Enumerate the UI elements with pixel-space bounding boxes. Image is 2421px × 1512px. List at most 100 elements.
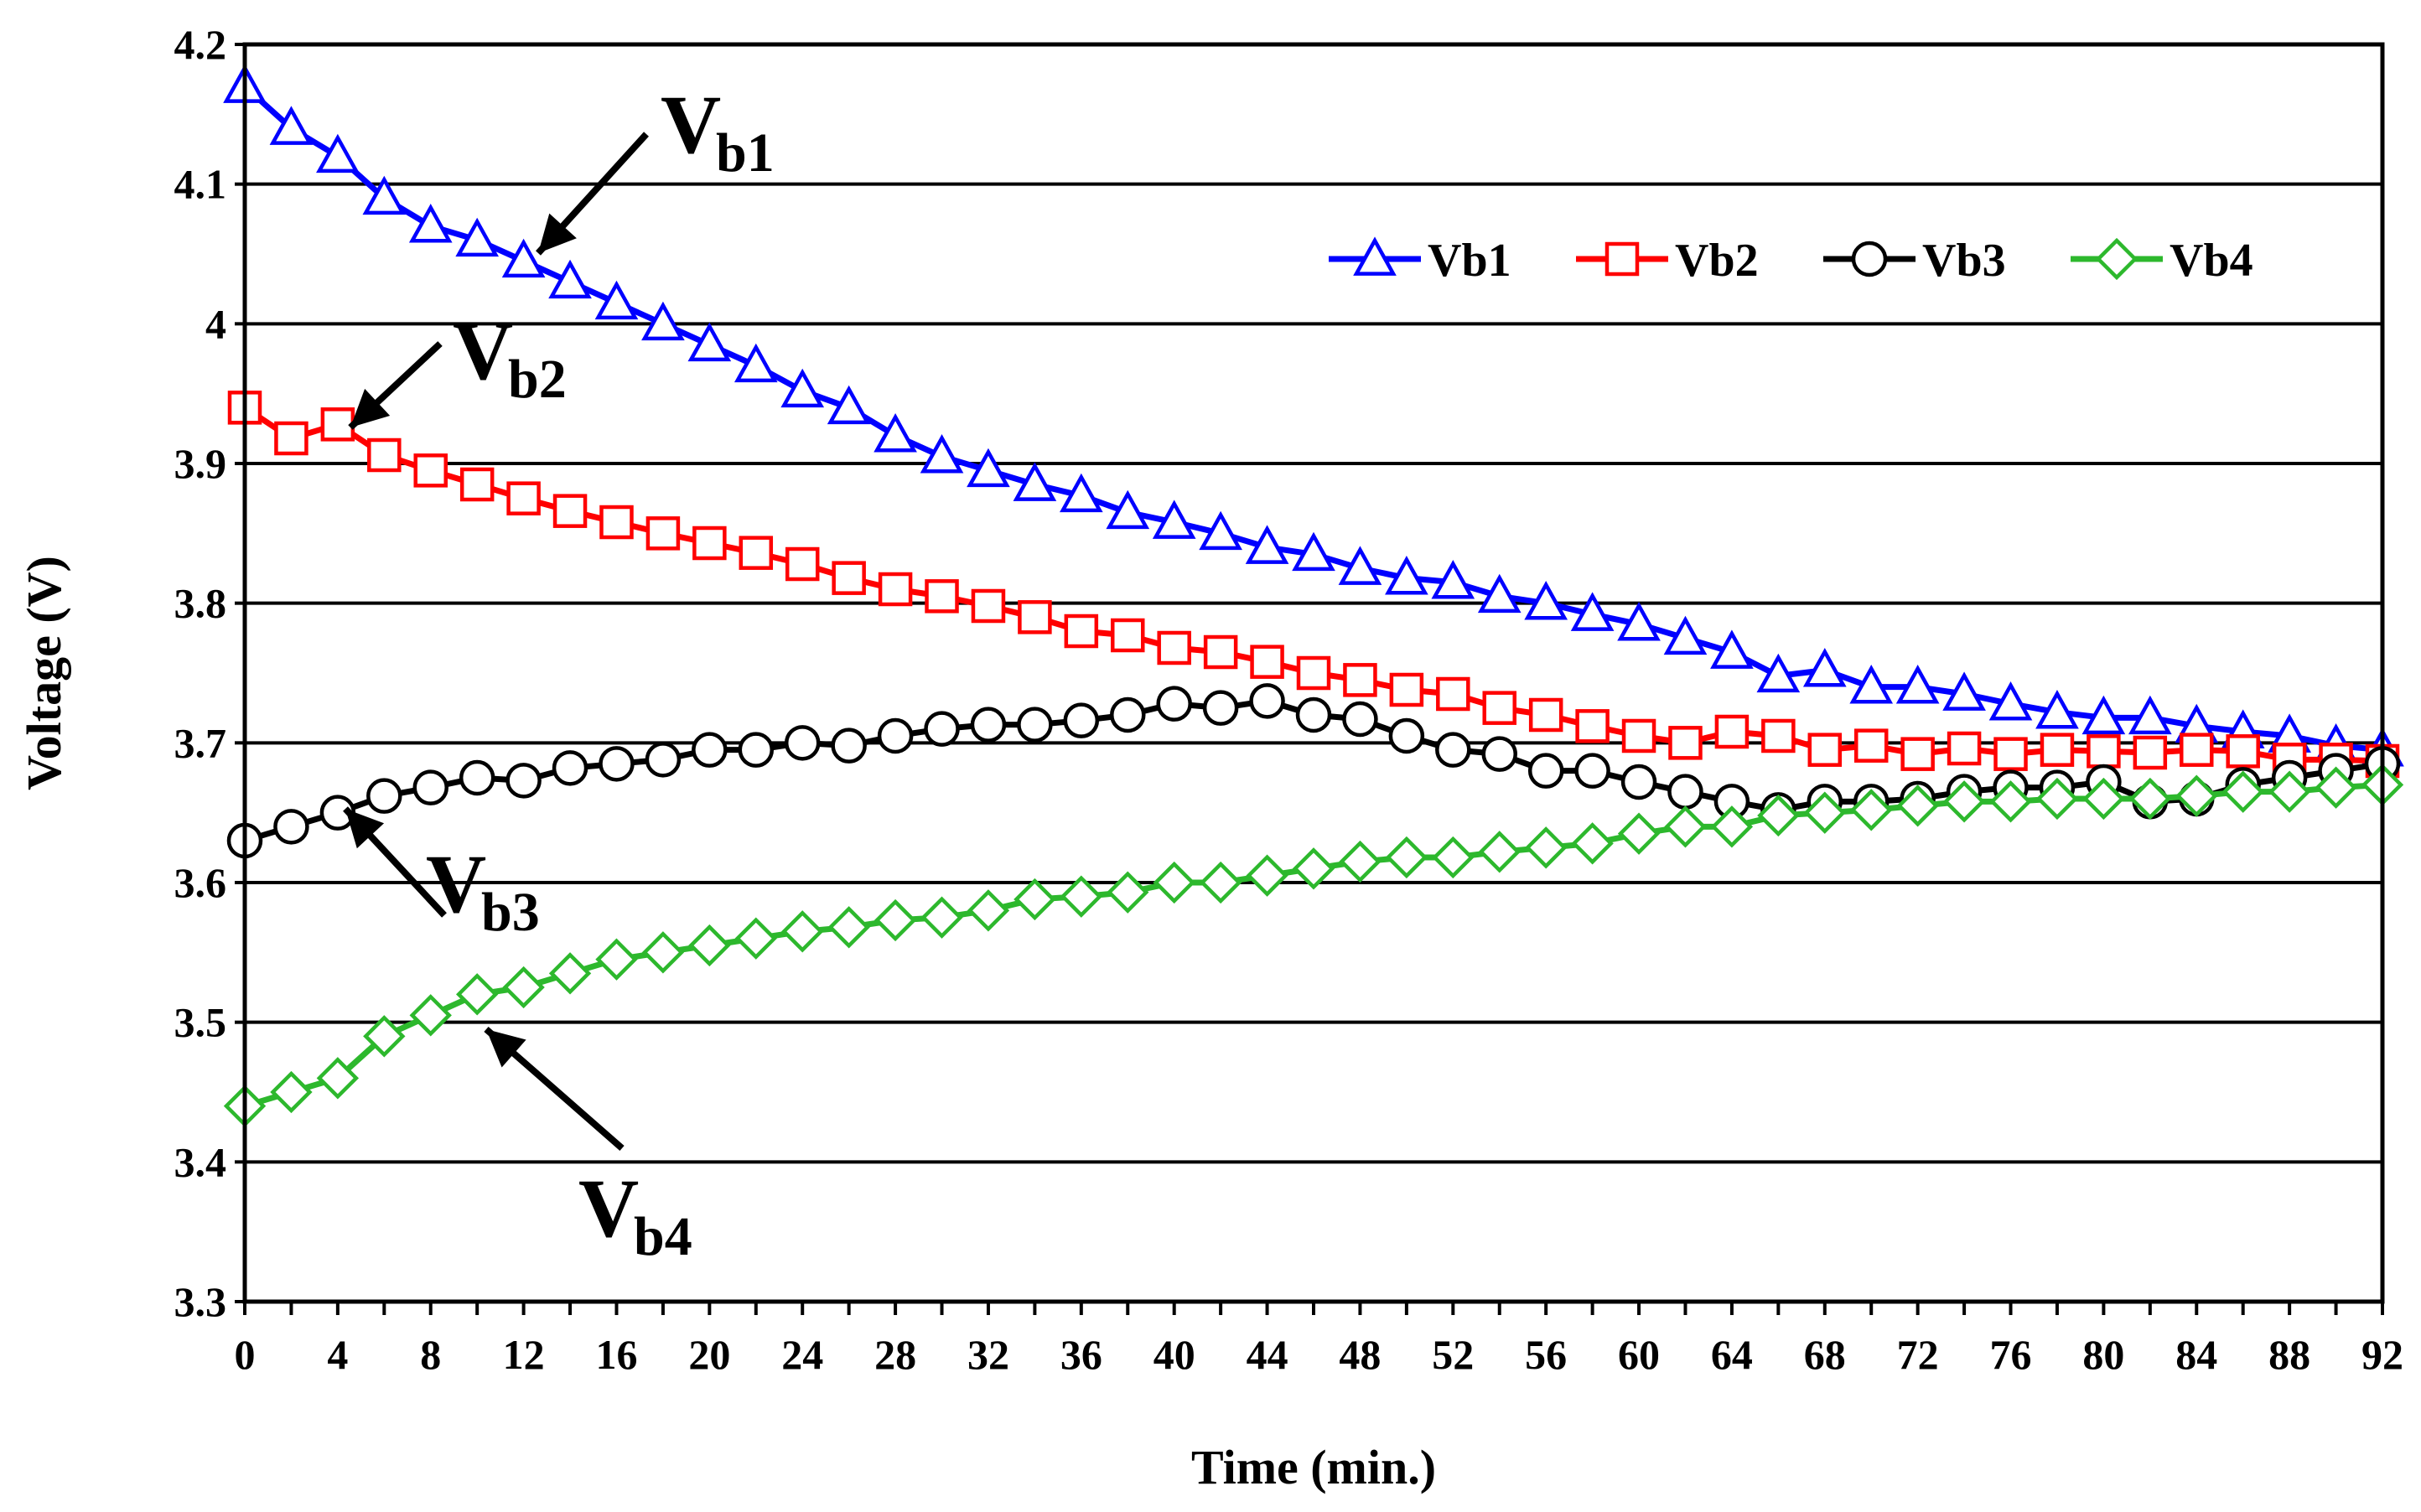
data-point-vb4 [641,931,685,974]
data-point-vb2 [2087,734,2121,769]
data-point-vb1 [1106,489,1150,530]
data-point-vb2 [785,546,820,582]
data-point-vb4 [548,952,592,995]
data-point-vb1 [920,434,964,474]
x-tick-label: 68 [1804,1331,1846,1378]
x-tick-label: 44 [1247,1331,1288,1378]
data-point-vb4 [409,994,452,1037]
data-point-vb4 [2082,777,2125,821]
data-point-vb2 [832,561,866,595]
data-point-vb4 [967,889,1010,932]
data-point-vb1 [874,413,917,453]
data-point-vb4 [1478,831,1521,873]
data-point-vb2 [2180,733,2214,767]
annotation-arrow-head [345,809,385,849]
data-point-vb2 [552,494,588,528]
data-point-vb1 [1524,581,1568,620]
annotation-label-subscript: b2 [508,349,567,410]
data-point-vb4 [1060,875,1103,918]
data-point-vb3 [1110,696,1146,733]
x-axis-ticks: 0 4 8 12 16 20 24 28 32 36 40 44 48 52 56 60 64 68 72 76 80 8… [235,1302,2403,1378]
data-point-vb3 [1156,686,1192,722]
data-point-vb4 [455,973,499,1016]
data-point-vb2 [1111,618,1145,653]
data-point-vb1 [1942,671,1986,711]
x-tick-label: 64 [1711,1331,1753,1378]
data-point-vb2 [1761,718,1796,753]
data-point-vb1 [1570,592,1615,631]
data-point-vb1 [1988,681,2033,721]
data-point-vb4 [688,924,731,967]
data-point-vb3 [1017,707,1053,743]
annotation-b3: Vb3 [343,806,540,943]
data-point-vb3 [1342,701,1378,738]
x-axis-title: Time (min.) [1191,1440,1436,1494]
data-point-vb4 [2128,777,2172,821]
x-tick-label: 40 [1153,1331,1195,1378]
data-point-vb2 [1900,737,1935,771]
data-point-vb4 [2268,770,2311,813]
y-tick-label: 4.2 [174,21,227,68]
x-tick-label: 12 [503,1331,545,1378]
data-point-vb1 [1895,665,1940,704]
data-point-vb2 [1993,737,2028,771]
data-point-vb2 [1064,614,1099,649]
data-point-vb3 [1620,764,1657,800]
y-tick-label: 3.3 [174,1278,227,1325]
data-point-vb2 [1668,726,1703,760]
data-point-vb1 [2128,695,2172,735]
annotation-label: V [453,304,513,397]
series-vb4 [223,764,2404,1127]
data-point-vb2 [506,481,541,515]
data-point-vb1 [1617,602,1661,641]
annotation-label-subscript: b3 [481,882,540,943]
data-point-vb1 [594,280,639,320]
legend-label: Vb4 [2170,235,2253,287]
data-point-vb2 [1296,655,1331,691]
data-point-vb3 [1249,683,1285,719]
data-point-vb2 [1389,672,1424,707]
data-point-vb4 [2315,766,2357,809]
data-point-vb2 [1157,630,1191,665]
data-point-vb2 [1482,691,1516,725]
data-point-vb1 [1849,665,1894,704]
data-point-vb4 [1617,812,1661,855]
y-tick-label: 3.9 [174,440,227,487]
data-point-vb1 [269,106,314,145]
data-point-vb2 [599,505,634,540]
x-tick-label: 56 [1525,1331,1567,1378]
data-point-vb4 [595,938,638,981]
y-tick-label: 3.5 [174,999,227,1046]
x-tick-label: 80 [2082,1331,2124,1378]
data-point-vb2 [1250,645,1284,679]
data-point-vb4 [2035,777,2079,821]
data-point-vb4 [920,896,963,939]
data-point-vb2 [1714,714,1750,749]
data-point-vb3 [877,717,914,754]
data-point-vb1 [1060,473,1103,513]
data-point-vb4 [1896,784,1939,827]
data-point-vb2 [1018,600,1052,634]
data-point-vb3 [505,763,542,799]
x-tick-label: 16 [595,1331,637,1378]
legend-label: Vb3 [1922,235,2006,287]
data-point-vb4 [1989,780,2032,823]
y-tick-label: 3.4 [174,1138,227,1185]
y-axis-title: Voltage (V) [17,556,71,790]
data-point-vb1 [1199,510,1242,551]
data-point-vb2 [878,572,913,607]
data-point-vb3 [1388,717,1425,754]
data-point-vb1 [1710,629,1754,669]
data-point-vb3 [831,728,867,764]
data-point-vb1 [1245,525,1289,564]
annotation-arrow-head [486,1029,526,1068]
data-point-vb1 [827,385,871,425]
legend-item-vb4: Vb4 [2071,235,2253,287]
data-point-vb1 [641,301,685,341]
data-point-vb4 [1153,861,1195,904]
series-layer [223,64,2404,1127]
data-point-vb4 [781,910,824,953]
annotation-b1: Vb1 [536,78,775,256]
